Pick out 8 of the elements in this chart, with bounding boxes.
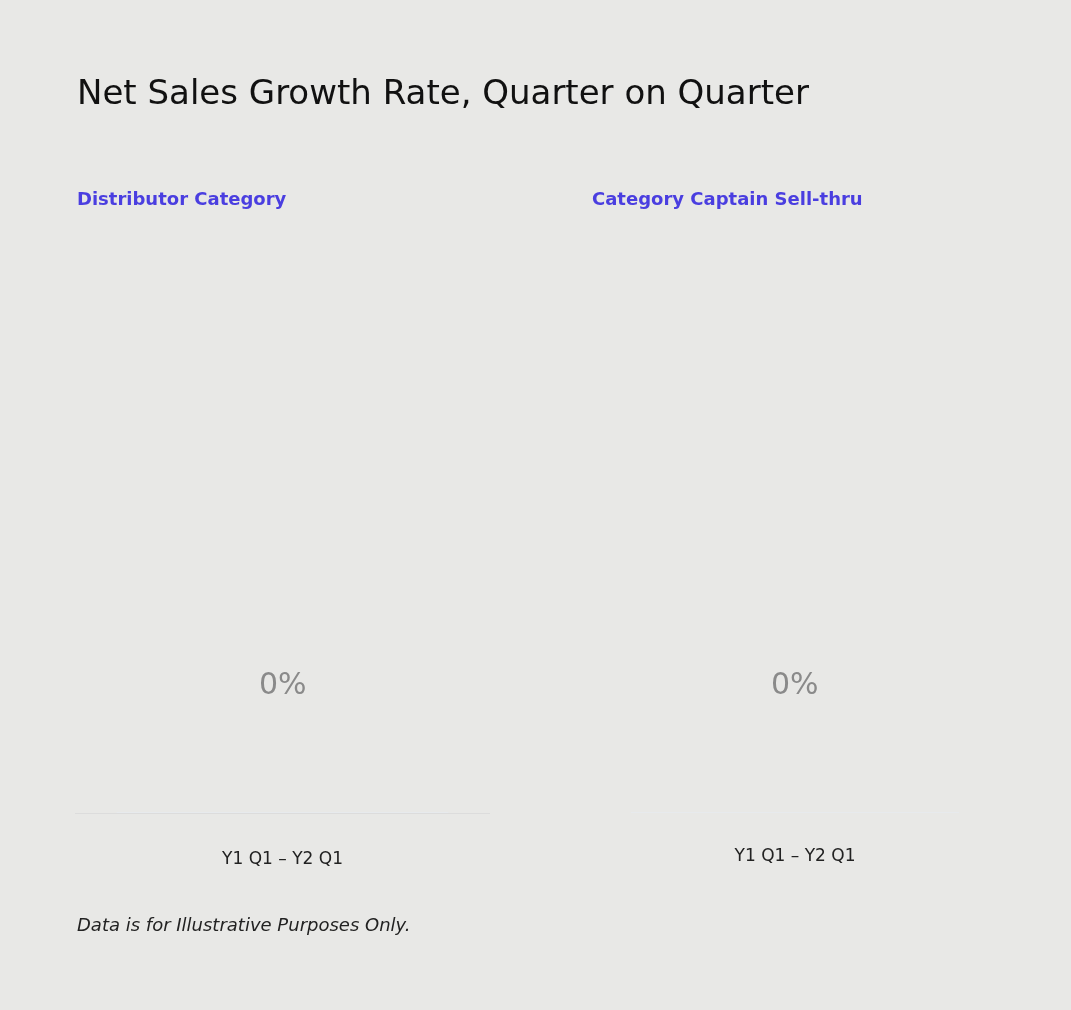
- category-label: Y1 Q1 – Y2 Q1: [733, 845, 856, 865]
- data-label: 0%: [771, 666, 819, 701]
- text: Category Captain Sell-thru: [592, 188, 863, 209]
- text: Data is for Illustrative Purposes Only.: [77, 914, 411, 935]
- text: Distributor Category: [77, 188, 287, 209]
- text: Net Sales Growth Rate, Quarter on Quarter: [77, 72, 809, 112]
- category-label: Y1 Q1 – Y2 Q1: [221, 848, 343, 869]
- data-label: 0%: [259, 666, 307, 701]
